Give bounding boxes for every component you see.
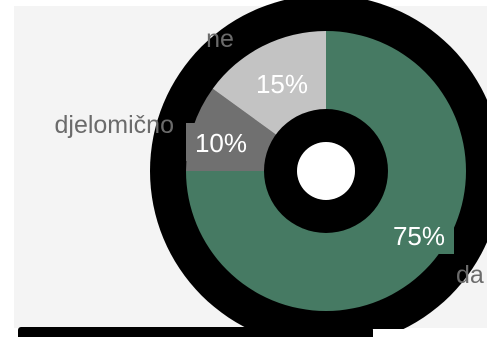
value-label: 10% [195,128,247,158]
value-label: 75% [393,221,445,251]
category-label: ne [206,25,234,53]
bottom-edge-shadow [18,327,373,337]
category-label: djelomično [54,111,174,139]
value-label-box [247,64,317,102]
value-label: 15% [256,69,308,99]
donut-hole-center [297,142,355,200]
value-label-box [384,216,454,254]
category-label: da [456,261,484,289]
value-label-box [186,123,256,161]
